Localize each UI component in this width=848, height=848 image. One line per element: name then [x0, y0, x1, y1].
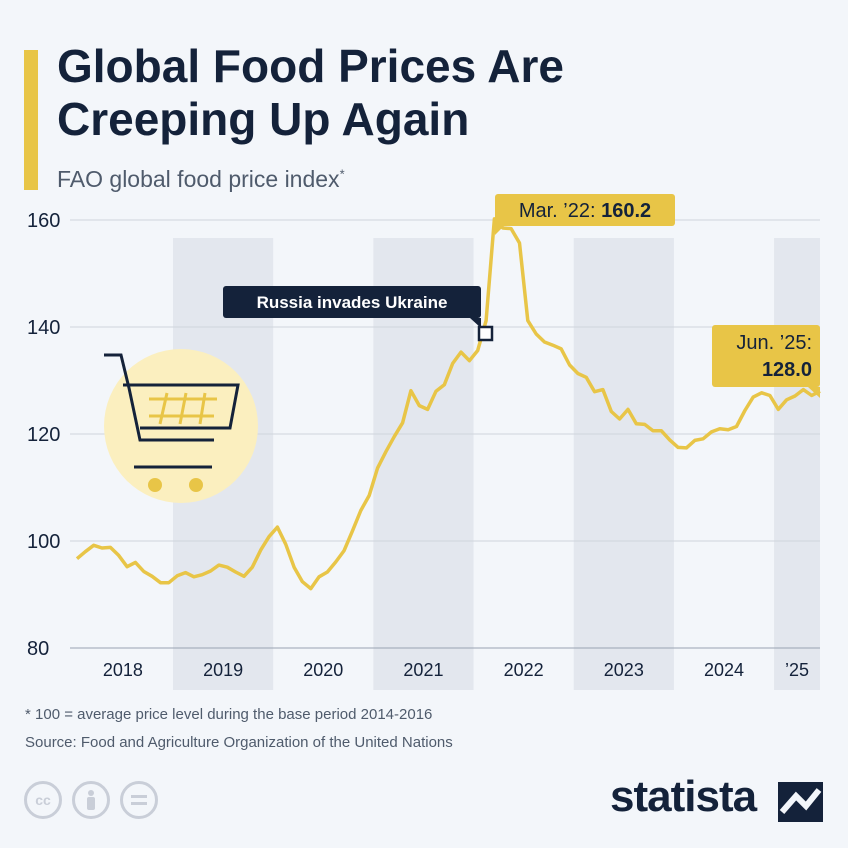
shopping-cart-icon [104, 349, 258, 503]
event-marker [477, 325, 494, 342]
peak-value: 160.2 [601, 200, 651, 222]
year-band [573, 238, 674, 690]
footnote: * 100 = average price level during the b… [25, 706, 433, 723]
person-icon[interactable] [72, 781, 110, 819]
source-note: Source: Food and Agriculture Organizatio… [25, 734, 453, 751]
y-tick-label: 140 [27, 317, 60, 339]
equals-icon[interactable] [120, 781, 158, 819]
peak-prefix: Mar. ’22: [519, 200, 601, 222]
x-tick-label: 2020 [303, 660, 343, 680]
year-band [774, 238, 820, 690]
cc-icon[interactable]: cc [24, 781, 62, 819]
x-tick-label: ’25 [785, 660, 809, 680]
subtitle-footnote-mark: * [339, 166, 345, 182]
chart-subtitle: FAO global food price index* [57, 166, 345, 193]
statista-brand[interactable]: statista [610, 772, 757, 821]
x-tick-label: 2019 [203, 660, 243, 680]
x-tick-label: 2018 [103, 660, 143, 680]
x-tick-label: 2021 [403, 660, 443, 680]
y-tick-label: 120 [27, 424, 60, 446]
chart-title: Global Food Prices Are Creeping Up Again [57, 40, 564, 145]
latest-value: 128.0 [762, 359, 812, 381]
y-tick-label: 160 [27, 210, 60, 232]
line-chart: 80 100 120 140 160 2018 2019 2020 2021 2022 2023 2… [27, 194, 821, 690]
x-tick-label: 2022 [504, 660, 544, 680]
x-tick-label: 2024 [704, 660, 744, 680]
latest-prefix: Jun. ’25: [736, 332, 812, 354]
event-annotation: Russia invades Ukraine [223, 286, 481, 328]
statista-logo-icon[interactable] [778, 782, 823, 822]
svg-text:Mar. ’22: 160.2: Mar. ’22: 160.2 [519, 200, 651, 222]
peak-annotation: Mar. ’22: 160.2 [495, 194, 675, 235]
y-tick-label: 100 [27, 531, 60, 553]
x-tick-label: 2023 [604, 660, 644, 680]
latest-annotation: Jun. ’25: 128.0 [712, 325, 820, 398]
event-label: Russia invades Ukraine [257, 293, 448, 312]
license-icons: cc [24, 781, 158, 823]
y-tick-label: 80 [27, 638, 49, 660]
series-line [75, 217, 821, 591]
subtitle-text: FAO global food price index [57, 166, 340, 192]
title-accent-bar [24, 50, 38, 190]
